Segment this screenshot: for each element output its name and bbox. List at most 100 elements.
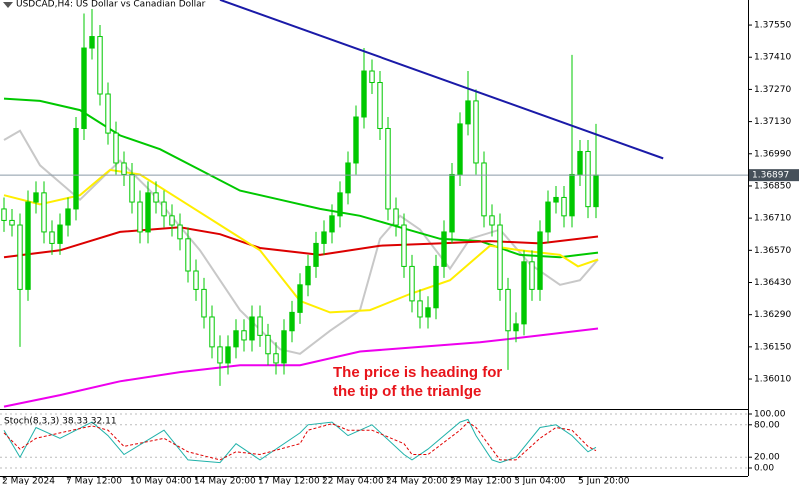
candle-body xyxy=(89,36,95,49)
x-tick-label: 14 May 20:00 xyxy=(194,477,256,485)
candle-body xyxy=(1,208,7,221)
candle-body xyxy=(369,70,375,84)
candle-body xyxy=(353,116,359,164)
y-tick-label: 1.36990 xyxy=(754,149,791,159)
x-tick-label: 22 May 04:00 xyxy=(322,477,384,485)
candle-body xyxy=(57,224,63,244)
x-tick-label: 5 Jun 20:00 xyxy=(578,477,630,485)
candle-body xyxy=(505,288,511,332)
candle-body xyxy=(73,127,79,210)
candle-body xyxy=(273,353,279,364)
symbol-icon xyxy=(3,2,13,8)
candle-body xyxy=(185,238,191,272)
candle-body xyxy=(473,100,479,164)
y-tick-label: 1.36430 xyxy=(754,278,791,288)
candle-body xyxy=(145,192,151,233)
candle-body xyxy=(265,334,271,355)
candle-body xyxy=(113,132,119,164)
x-tick-label: 29 May 12:00 xyxy=(450,477,512,485)
candle-body xyxy=(121,162,127,175)
candle-body xyxy=(281,330,287,364)
y-tick-label: 1.36850 xyxy=(754,181,791,191)
candle-body xyxy=(409,265,415,302)
candle-body xyxy=(465,100,471,125)
annotation: The price is heading for xyxy=(333,364,502,381)
candle-body xyxy=(9,219,15,226)
candle-body xyxy=(561,196,567,217)
candle-body xyxy=(305,265,311,286)
candle-body xyxy=(105,93,111,134)
y-tick-label: 80.00 xyxy=(754,420,780,430)
y-tick-label: 1.36710 xyxy=(754,214,791,224)
candle-body xyxy=(385,127,391,210)
candle-body xyxy=(321,231,327,244)
candle-body xyxy=(49,231,55,244)
y-tick-label: 1.37550 xyxy=(754,21,791,31)
current-price-label: 1.36897 xyxy=(752,171,789,181)
moving-average xyxy=(3,129,599,355)
trendline xyxy=(219,0,664,160)
y-tick-label: 100.00 xyxy=(754,410,786,420)
candle-body xyxy=(553,196,559,203)
candle-body xyxy=(521,261,527,325)
candle-body xyxy=(545,201,551,233)
candle-body xyxy=(569,173,575,217)
x-tick-label: 24 May 20:00 xyxy=(386,477,448,485)
candle-body xyxy=(201,288,207,318)
candle-body xyxy=(361,70,367,118)
candle-body xyxy=(593,174,599,208)
candle-body xyxy=(17,224,23,290)
candle-body xyxy=(513,323,519,332)
y-tick-label: 1.37410 xyxy=(754,53,791,63)
candle-body xyxy=(41,192,47,233)
candle-body xyxy=(393,208,399,226)
candle-body xyxy=(241,330,247,341)
x-tick-label: 17 May 12:00 xyxy=(258,477,320,485)
candle-body xyxy=(217,346,223,364)
candle-body xyxy=(65,208,71,226)
candle-body xyxy=(225,346,231,364)
candle-body xyxy=(233,330,239,348)
x-tick-label: 3 Jun 04:00 xyxy=(514,477,566,485)
candle-body xyxy=(401,224,407,267)
indicator-title: Stoch(8,3,3) 38.33 32.11 xyxy=(4,417,117,427)
y-tick-label: 1.36570 xyxy=(754,246,791,256)
candle-body xyxy=(33,192,39,203)
candle-body xyxy=(257,316,263,336)
x-tick-label: 7 May 12:00 xyxy=(66,477,122,485)
candle-body xyxy=(209,316,215,348)
candle-body xyxy=(529,261,535,290)
candle-body xyxy=(457,123,463,175)
candle-body xyxy=(425,307,431,318)
y-tick-label: 0.00 xyxy=(754,464,774,474)
moving-average xyxy=(3,327,599,408)
candle-body xyxy=(433,265,439,309)
indicator-line xyxy=(3,418,597,464)
candle-body xyxy=(289,311,295,332)
candle-body xyxy=(577,150,583,175)
candle-body xyxy=(313,242,319,267)
candle-body xyxy=(129,173,135,203)
candle-body xyxy=(97,36,103,95)
candle-body xyxy=(169,215,175,226)
candle-body xyxy=(153,192,159,203)
annotation: the tip of the trianlge xyxy=(333,383,481,400)
candle-body xyxy=(329,215,335,233)
y-tick-label: 20.00 xyxy=(754,453,780,463)
indicator-line xyxy=(3,421,597,461)
candle-body xyxy=(489,215,495,226)
candle-body xyxy=(193,270,199,290)
candle-body xyxy=(337,192,343,217)
y-tick-label: 1.36290 xyxy=(754,310,791,320)
x-tick-label: 10 May 04:00 xyxy=(130,477,192,485)
y-tick-label: 1.37130 xyxy=(754,117,791,127)
candle-body xyxy=(345,162,351,194)
candle-body xyxy=(449,173,455,233)
current-price-box xyxy=(749,169,799,182)
candle-body xyxy=(297,284,303,313)
candle-body xyxy=(249,316,255,341)
y-tick-label: 1.36010 xyxy=(754,375,791,385)
candle-body xyxy=(497,224,503,290)
